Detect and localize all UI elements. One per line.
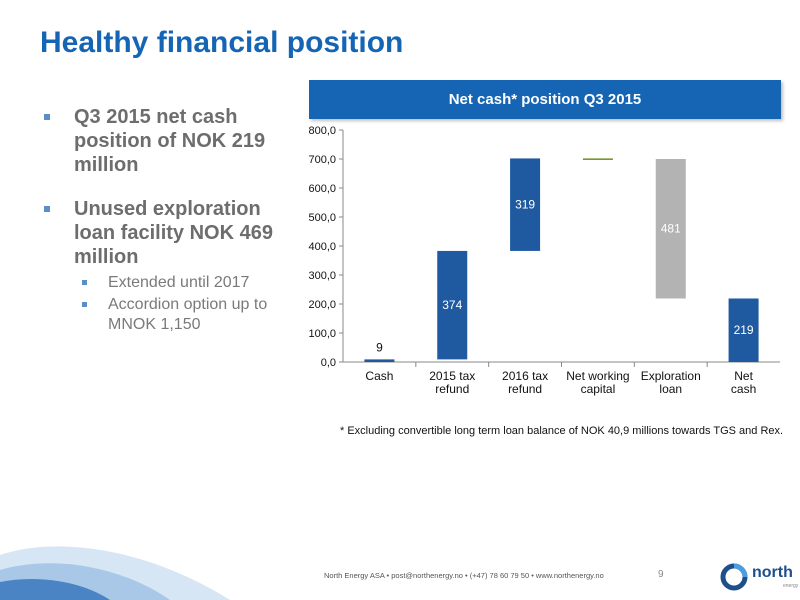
bullet-marker: [82, 280, 87, 285]
y-tick-label: 0,0: [321, 357, 336, 369]
bullet-marker: [44, 114, 50, 120]
page-title: Healthy financial position: [40, 26, 404, 59]
y-tick-label: 400,0: [308, 241, 336, 253]
bullet-marker: [44, 206, 50, 212]
waterfall-bar: [437, 250, 468, 360]
sub-bullet-text: Accordion option up to MNOK 1,150: [108, 296, 268, 333]
x-tick-label: Net: [734, 369, 753, 383]
waterfall-bar: [364, 359, 395, 362]
logo-subtext: energy: [783, 583, 799, 589]
waterfall-bar: [510, 158, 541, 251]
y-tick-label: 200,0: [308, 299, 336, 311]
x-tick-label: cash: [731, 382, 756, 396]
waterfall-bar: [582, 158, 613, 160]
waterfall-bar: [655, 159, 686, 299]
sub-bullet-text: Extended until 2017: [108, 274, 250, 291]
bullet-text: Q3 2015 net cash position of NOK 219 mil…: [74, 106, 266, 176]
waterfall-bar: [728, 298, 759, 362]
sub-bullet-item: Accordion option up to MNOK 1,150: [40, 295, 300, 335]
x-tick-label: 2016 tax: [502, 369, 548, 383]
data-label: 481: [661, 222, 681, 236]
y-tick-label: 800,0: [308, 125, 336, 137]
x-tick-label: capital: [581, 382, 616, 396]
x-tick-label: 2015 tax: [429, 369, 475, 383]
logo-text: north: [752, 564, 793, 581]
y-tick-label: 600,0: [308, 183, 336, 195]
y-tick-label: 500,0: [308, 212, 336, 224]
chart-title: Net cash* position Q3 2015: [309, 80, 781, 119]
x-tick-label: refund: [435, 382, 469, 396]
data-label: 219: [734, 323, 754, 337]
chart-footnote: * Excluding convertible long term loan b…: [340, 425, 784, 437]
north-energy-logo-icon: [720, 563, 748, 591]
bullet-item: Unused exploration loan facility NOK 469…: [40, 197, 300, 269]
x-tick-label: loan: [659, 382, 682, 396]
page-number: 9: [658, 569, 664, 580]
y-tick-label: 700,0: [308, 154, 336, 166]
bullet-marker: [82, 302, 87, 307]
waterfall-chart: 0,0 100,0 200,0 300,0 400,0 500,0 600,0 700,0 80…: [308, 125, 780, 396]
data-label: 374: [442, 298, 462, 312]
data-label: 319: [515, 198, 535, 212]
y-tick-label: 100,0: [308, 328, 336, 340]
x-tick-label: Net working: [566, 369, 629, 383]
bullet-item: Q3 2015 net cash position of NOK 219 mil…: [40, 105, 300, 177]
bullet-list: Q3 2015 net cash position of NOK 219 mil…: [40, 105, 300, 335]
footer-contact: North Energy ASA • post@northenergy.no •…: [324, 571, 604, 580]
decorative-swoosh: [0, 546, 230, 600]
y-tick-label: 300,0: [308, 270, 336, 282]
x-tick-label: Cash: [365, 369, 393, 383]
x-tick-label: Exploration: [641, 369, 701, 383]
bullet-text: Unused exploration loan facility NOK 469…: [74, 198, 273, 268]
sub-bullet-item: Extended until 2017: [40, 273, 300, 293]
x-tick-label: refund: [508, 382, 542, 396]
data-label: 9: [376, 340, 383, 354]
